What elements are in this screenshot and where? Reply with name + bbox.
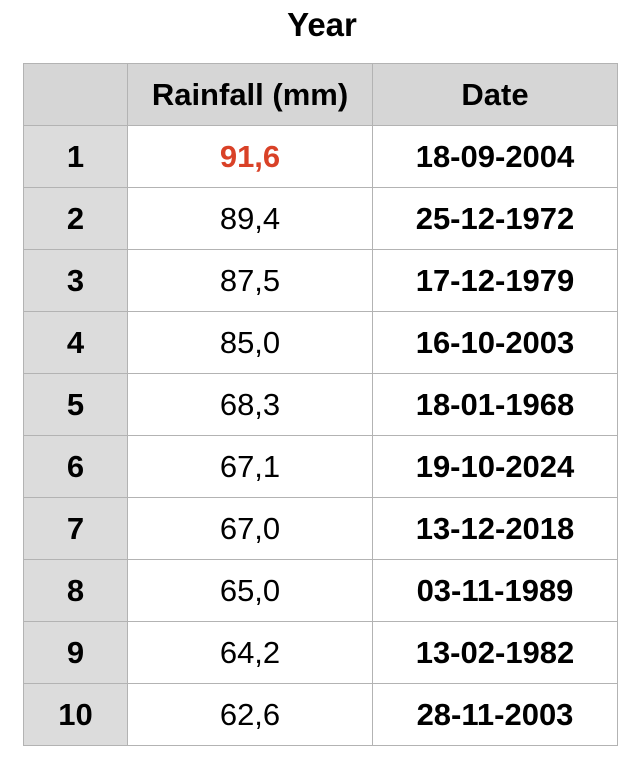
rank-cell: 9	[23, 621, 128, 684]
rainfall-cell: 62,6	[127, 683, 373, 746]
rainfall-cell: 65,0	[127, 559, 373, 622]
rank-cell: 8	[23, 559, 128, 622]
table-row: 5 68,3 18-01-1968	[23, 373, 618, 436]
rank-cell: 2	[23, 187, 128, 250]
date-cell: 25-12-1972	[372, 187, 618, 250]
header-date: Date	[372, 63, 618, 126]
date-cell: 19-10-2024	[372, 435, 618, 498]
rainfall-cell: 91,6	[127, 125, 373, 188]
date-cell: 13-02-1982	[372, 621, 618, 684]
rank-cell: 3	[23, 249, 128, 312]
table-row: 2 89,4 25-12-1972	[23, 187, 618, 250]
table-row: 9 64,2 13-02-1982	[23, 621, 618, 684]
rainfall-cell: 89,4	[127, 187, 373, 250]
rank-cell: 7	[23, 497, 128, 560]
date-cell: 13-12-2018	[372, 497, 618, 560]
table-row: 3 87,5 17-12-1979	[23, 249, 618, 312]
date-cell: 03-11-1989	[372, 559, 618, 622]
rainfall-cell: 85,0	[127, 311, 373, 374]
header-row: Rainfall (mm) Date	[23, 63, 618, 126]
table-row: 8 65,0 03-11-1989	[23, 559, 618, 622]
header-rainfall: Rainfall (mm)	[127, 63, 373, 126]
date-cell: 18-01-1968	[372, 373, 618, 436]
rank-cell: 6	[23, 435, 128, 498]
date-cell: 18-09-2004	[372, 125, 618, 188]
rainfall-cell: 68,3	[127, 373, 373, 436]
rank-cell: 1	[23, 125, 128, 188]
table-row: 1 91,6 18-09-2004	[23, 125, 618, 188]
rank-cell: 5	[23, 373, 128, 436]
rainfall-cell: 67,1	[127, 435, 373, 498]
table-row: 6 67,1 19-10-2024	[23, 435, 618, 498]
table-row: 4 85,0 16-10-2003	[23, 311, 618, 374]
rank-cell: 4	[23, 311, 128, 374]
date-cell: 16-10-2003	[372, 311, 618, 374]
rank-cell: 10	[23, 683, 128, 746]
rainfall-cell: 87,5	[127, 249, 373, 312]
table-body: 1 91,6 18-09-2004 2 89,4 25-12-1972 3 87,5 17-12…	[23, 125, 618, 746]
rainfall-table: Rainfall (mm) Date 1 91,6 18-09-2004 2 89,4 2…	[23, 63, 618, 746]
rainfall-cell: 67,0	[127, 497, 373, 560]
date-cell: 28-11-2003	[372, 683, 618, 746]
header-rank	[23, 63, 128, 126]
rainfall-cell: 64,2	[127, 621, 373, 684]
table-row: 7 67,0 13-12-2018	[23, 497, 618, 560]
table-row: 10 62,6 28-11-2003	[23, 683, 618, 746]
page-title: Year	[287, 6, 357, 43]
date-cell: 17-12-1979	[372, 249, 618, 312]
table-header: Rainfall (mm) Date	[23, 63, 618, 126]
